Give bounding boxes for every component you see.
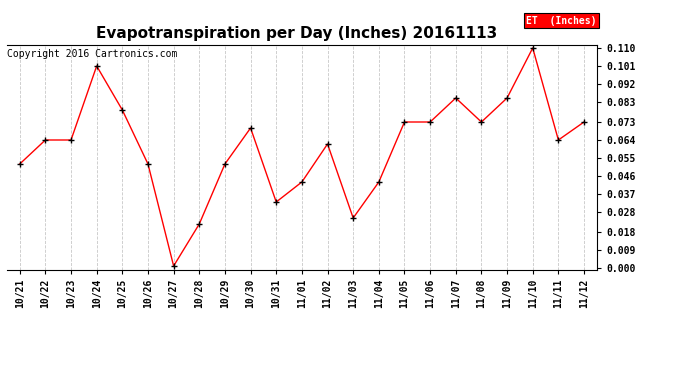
Text: ET  (Inches): ET (Inches): [526, 16, 597, 26]
Text: Copyright 2016 Cartronics.com: Copyright 2016 Cartronics.com: [7, 50, 177, 60]
Text: Evapotranspiration per Day (Inches) 20161113: Evapotranspiration per Day (Inches) 2016…: [96, 26, 497, 41]
